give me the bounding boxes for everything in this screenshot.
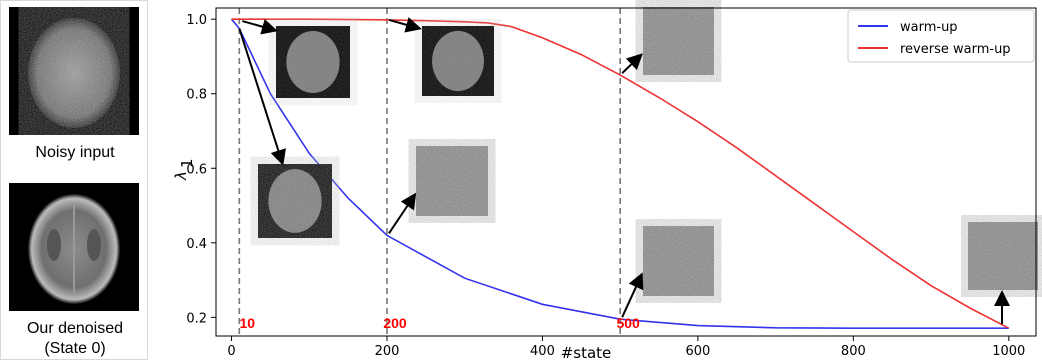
inset-reverse-200 — [422, 26, 494, 96]
legend-label-1: reverse warm-up — [900, 42, 1011, 57]
legend-box — [847, 9, 1035, 63]
inset-warmup-200-noise-noise — [416, 146, 488, 216]
denoised-image — [9, 183, 139, 311]
warm-up-line — [230, 18, 1009, 330]
arrow-10-top — [242, 19, 278, 35]
x-tick-label: 1000 — [992, 344, 1025, 359]
y-tick-label: 0.2 — [186, 311, 207, 326]
x-tick-label: 0 — [227, 344, 235, 359]
inset-reverse-500-noise — [643, 7, 714, 75]
arrow-200-top — [388, 17, 422, 33]
y-tick-label: 0.8 — [186, 88, 207, 103]
x-tick-label: 800 — [841, 344, 866, 359]
inset-warmup-10-noise — [276, 26, 350, 98]
state-label-500: 500 — [616, 315, 640, 331]
state-label-10: 10 — [240, 315, 256, 331]
x-tick-label: 600 — [685, 344, 710, 359]
legend-label-0: warm-up — [900, 20, 958, 35]
denoised-caption-line1: Our denoised — [26, 320, 124, 337]
y-tick-label: 0.6 — [186, 162, 207, 177]
inset-warmup-500-noise — [643, 226, 714, 296]
inset-reverse-500 — [643, 7, 714, 75]
arrow-500-top — [621, 53, 643, 74]
noisy-input-image — [9, 7, 139, 135]
y-axis-title: λ — [172, 171, 190, 181]
left-image-panel: Noisy input Our denoised (State 0) — [0, 0, 148, 360]
inset-warmup-200-noise — [416, 146, 488, 216]
inset-warmup-500 — [643, 226, 714, 296]
noisy-input-caption: Noisy input — [35, 144, 115, 161]
arrow-200-bottom — [388, 192, 417, 234]
reverse-warm-up-line — [231, 18, 1010, 329]
denoised-caption-line2: (State 0) — [44, 340, 106, 357]
inset-warmup-200-a-noise — [258, 164, 332, 238]
arrow-10-bottom — [238, 28, 286, 166]
y-axis-title-subscript: 1 — [178, 158, 196, 168]
x-axis-title: #state — [561, 344, 612, 362]
y-tick-label: 1.0 — [186, 13, 207, 28]
inset-reverse-200-noise — [422, 26, 494, 96]
denoised-brain-graphic — [28, 194, 120, 304]
y-tick-label: 0.4 — [186, 237, 207, 252]
x-tick-label: 200 — [375, 344, 400, 359]
arrow-500-bottom — [621, 272, 644, 318]
x-tick-label: 400 — [530, 344, 555, 359]
inset-final-1000-noise — [968, 222, 1038, 290]
inset-final-1000 — [968, 222, 1038, 290]
noisy-brain-graphic — [28, 18, 120, 128]
axes-frame — [215, 7, 1037, 337]
state-label-200: 200 — [383, 315, 407, 331]
inset-warmup-10 — [276, 26, 350, 98]
inset-warmup-200-a — [258, 164, 332, 238]
